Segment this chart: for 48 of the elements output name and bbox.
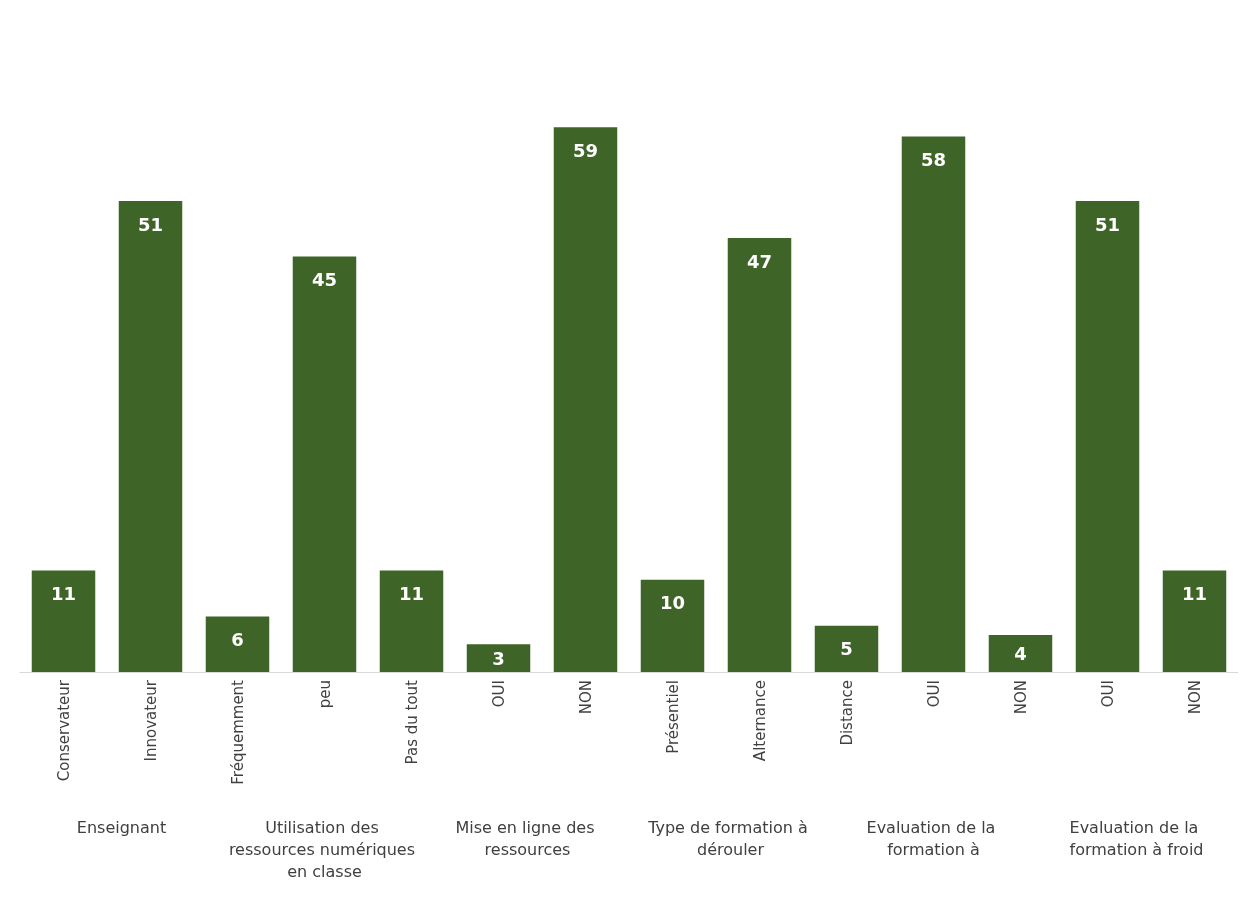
x-tick-label: Alternance bbox=[750, 680, 769, 762]
text: Evaluation de la formation à bbox=[866, 817, 1001, 859]
data-label: 11 bbox=[1181, 582, 1208, 604]
x-tick-label: OUI bbox=[489, 680, 508, 708]
x-tick-label: NON bbox=[576, 680, 595, 715]
bar bbox=[988, 635, 1053, 672]
text: Mise en ligne des ressources bbox=[455, 817, 600, 859]
bar bbox=[205, 616, 270, 672]
bar bbox=[31, 570, 96, 672]
data-label: 6 bbox=[231, 629, 244, 651]
data-label: 11 bbox=[50, 582, 77, 604]
x-tick-label: Distance bbox=[837, 680, 856, 746]
x-tick-label: Présentiel bbox=[663, 680, 682, 754]
bar bbox=[292, 256, 357, 672]
data-label: 58 bbox=[920, 148, 947, 170]
data-label: 45 bbox=[311, 269, 338, 290]
data-label: 10 bbox=[659, 592, 686, 614]
x-tick-label: NON bbox=[1011, 680, 1030, 715]
data-label: 4 bbox=[1014, 643, 1027, 665]
data-label: 51 bbox=[137, 213, 164, 235]
text: Enseignant bbox=[76, 817, 167, 837]
bar bbox=[1162, 570, 1227, 672]
data-label: 51 bbox=[1094, 213, 1121, 235]
data-label: 59 bbox=[572, 139, 599, 161]
bar bbox=[640, 579, 705, 672]
bar bbox=[553, 127, 618, 672]
bar bbox=[118, 201, 183, 672]
text: Evaluation de la formation à froid bbox=[1069, 817, 1204, 859]
bar bbox=[1075, 201, 1140, 672]
data-label: 47 bbox=[746, 250, 773, 272]
x-tick-label: NON bbox=[1185, 680, 1204, 715]
x-tick-label: Innovateur bbox=[141, 679, 160, 762]
x-tick-label: Conservateur bbox=[54, 679, 73, 782]
text: Utilisation des ressources numériques en classe bbox=[228, 817, 421, 881]
x-tick-label: OUI bbox=[1098, 680, 1117, 708]
bar bbox=[379, 570, 444, 672]
data-label: 3 bbox=[492, 647, 505, 669]
bar bbox=[466, 644, 531, 672]
x-tick-label: peu bbox=[315, 680, 334, 709]
text: Type de formation à dérouler bbox=[647, 817, 813, 859]
x-tick-label: Fréquemment bbox=[228, 679, 247, 785]
bar bbox=[901, 136, 966, 672]
x-tick-label: Pas du tout bbox=[402, 679, 421, 765]
bar bbox=[727, 238, 792, 672]
data-label: 11 bbox=[398, 582, 425, 604]
bar bbox=[814, 625, 879, 672]
data-label: 5 bbox=[840, 638, 853, 660]
x-tick-label: OUI bbox=[924, 680, 943, 708]
